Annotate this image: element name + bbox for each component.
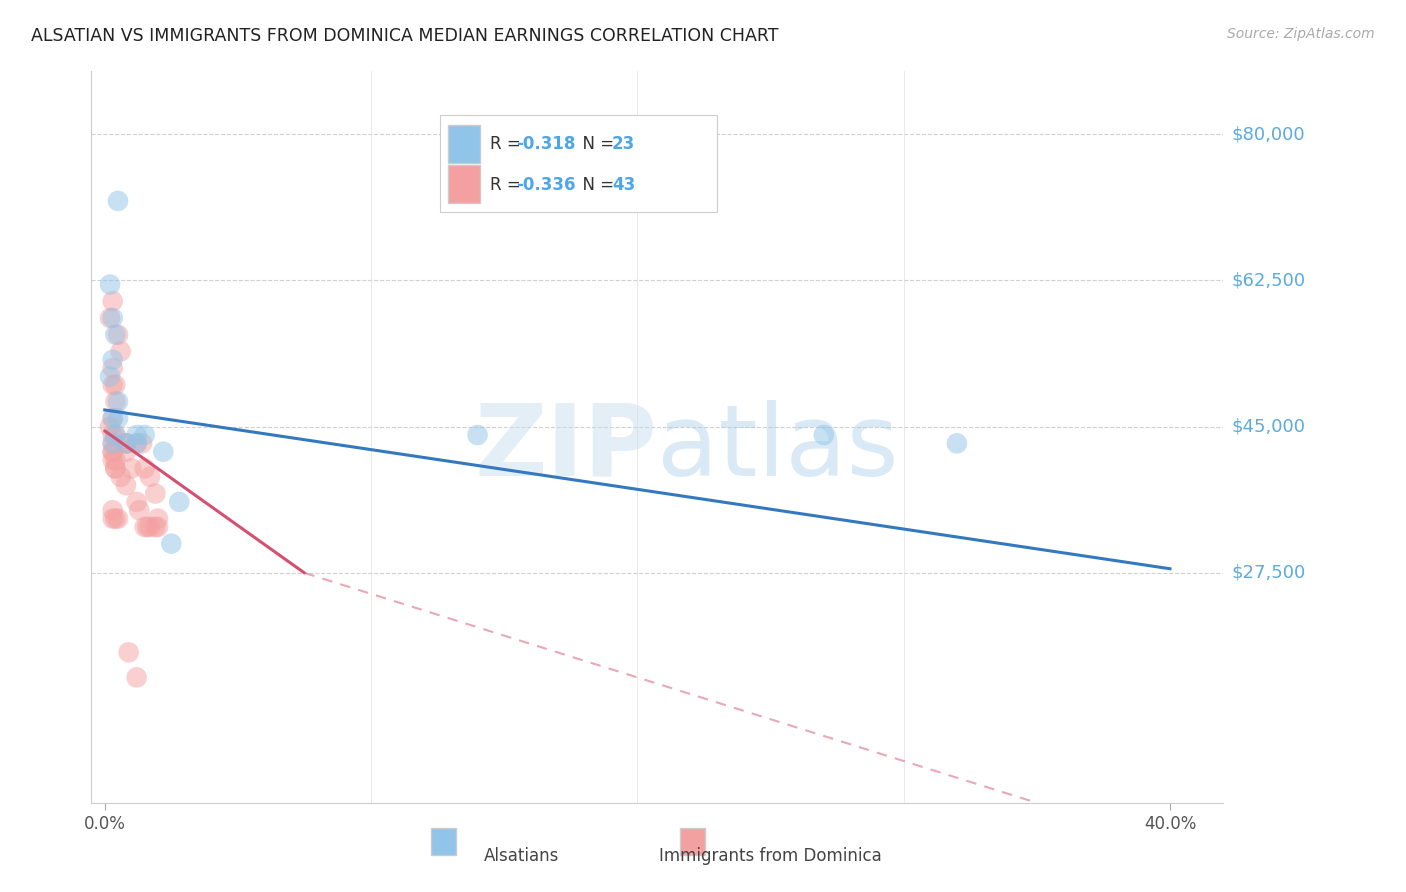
Point (134, 461, 156, 475)
Text: $62,500: $62,500 (1232, 271, 1305, 289)
Point (101, 444, 124, 458)
FancyBboxPatch shape (449, 165, 479, 203)
Point (98, 419, 121, 434)
Point (125, 495, 148, 509)
Point (131, 436, 153, 450)
Point (115, 436, 138, 450)
Point (115, 436, 138, 450)
Point (125, 436, 148, 450)
Point (146, 520, 169, 534)
Point (104, 394, 127, 409)
Point (101, 310, 124, 325)
Point (101, 453, 124, 467)
Point (101, 436, 124, 450)
Point (104, 377, 127, 392)
Point (946, 436, 969, 450)
Point (136, 520, 159, 534)
FancyBboxPatch shape (430, 828, 456, 855)
Point (101, 503, 124, 517)
Point (169, 495, 191, 509)
Point (813, 428, 835, 442)
Point (128, 503, 150, 517)
Point (139, 470, 162, 484)
Point (115, 478, 138, 492)
Text: ALSATIAN VS IMMIGRANTS FROM DOMINICA MEDIAN EARNINGS CORRELATION CHART: ALSATIAN VS IMMIGRANTS FROM DOMINICA MED… (31, 27, 779, 45)
Point (143, 486, 166, 500)
Point (101, 352, 124, 367)
Point (115, 436, 138, 450)
Text: -0.318: -0.318 (516, 135, 575, 153)
Point (101, 444, 124, 458)
Point (134, 520, 156, 534)
Point (107, 411, 129, 425)
Text: ZIP: ZIP (474, 400, 657, 497)
Text: Alsatians: Alsatians (484, 847, 560, 864)
Point (115, 444, 138, 458)
Text: N =: N = (572, 135, 620, 153)
Point (98, 277, 121, 292)
Point (110, 344, 132, 359)
FancyBboxPatch shape (449, 125, 479, 163)
Point (107, 194, 129, 208)
Point (101, 411, 124, 425)
Point (120, 461, 142, 475)
Point (118, 645, 141, 659)
Point (98, 369, 121, 384)
Point (134, 428, 156, 442)
Point (104, 428, 127, 442)
Point (467, 428, 489, 442)
Point (104, 428, 127, 442)
Point (110, 470, 132, 484)
Text: 43: 43 (612, 177, 636, 194)
Text: $80,000: $80,000 (1232, 125, 1305, 143)
Point (125, 436, 148, 450)
Point (101, 511, 124, 525)
Text: 23: 23 (612, 135, 636, 153)
Point (125, 670, 148, 684)
Point (152, 444, 174, 458)
Point (143, 520, 166, 534)
Point (107, 394, 129, 409)
Point (104, 453, 127, 467)
Point (160, 536, 183, 550)
Point (101, 377, 124, 392)
Point (101, 428, 124, 442)
Text: Immigrants from Dominica: Immigrants from Dominica (659, 847, 882, 864)
Point (139, 520, 162, 534)
Text: $45,000: $45,000 (1232, 417, 1305, 435)
Point (98, 310, 121, 325)
Point (104, 511, 127, 525)
FancyBboxPatch shape (681, 828, 704, 855)
Point (107, 327, 129, 342)
Point (101, 294, 124, 309)
Text: $27,500: $27,500 (1232, 564, 1305, 582)
Point (104, 327, 127, 342)
Text: atlas: atlas (657, 400, 898, 497)
Point (146, 511, 169, 525)
Point (101, 411, 124, 425)
Point (125, 428, 148, 442)
Point (104, 461, 127, 475)
Text: R =: R = (489, 135, 526, 153)
Text: R =: R = (489, 177, 526, 194)
Point (101, 361, 124, 376)
Text: N =: N = (572, 177, 620, 194)
Point (104, 461, 127, 475)
FancyBboxPatch shape (440, 115, 717, 211)
Point (107, 511, 129, 525)
Text: -0.336: -0.336 (516, 177, 575, 194)
Point (101, 436, 124, 450)
Text: Source: ZipAtlas.com: Source: ZipAtlas.com (1227, 27, 1375, 41)
